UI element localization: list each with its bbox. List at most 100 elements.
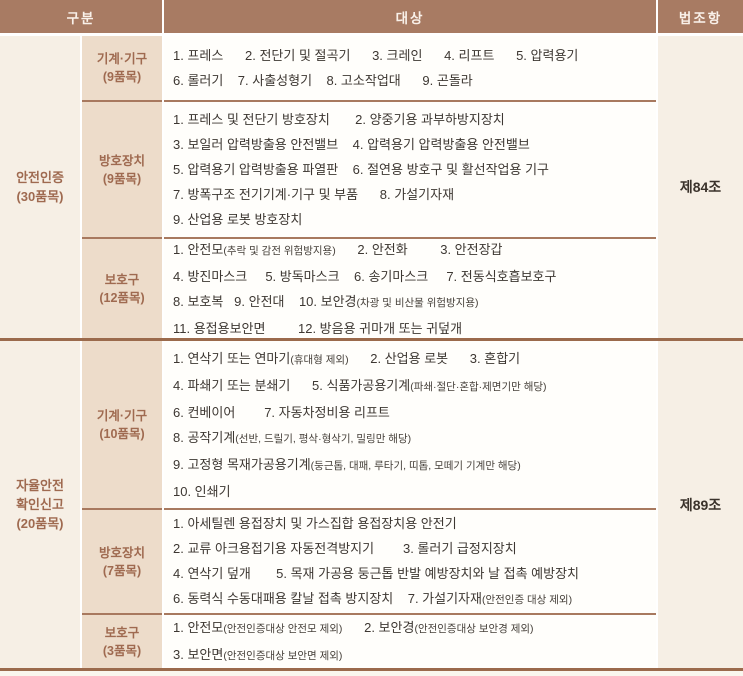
item-text: 10. 인쇄기 (173, 483, 231, 499)
subcategory-label-line: (10품목) (99, 426, 145, 441)
item-text: 9. 산업용 로봇 방호장치 (173, 212, 303, 227)
category-label-line: 확인신고 (16, 497, 64, 512)
item-note-text: (둥근톱, 대패, 루타기, 띠톱, 모떼기 기계만 해당) (310, 459, 521, 472)
item-line: 5. 압력용기 압력방출용 파열판 6. 절연용 방호구 및 활선작업용 기구 (173, 157, 656, 182)
subcategory-cell: 기계·기구 (9품목) (82, 36, 162, 100)
header-gap (0, 33, 743, 36)
subcategory-label-line: 방호장치 (98, 153, 145, 168)
category-label-line: (30품목) (16, 189, 64, 204)
law-article-cell: 제84조 (658, 36, 743, 338)
item-line: 1. 프레스 2. 전단기 및 절곡기 3. 크레인 4. 리프트 5. 압력용… (173, 43, 656, 68)
item-line: 6. 컨베이어 7. 자동차정비용 리프트 (173, 400, 656, 425)
header-law: 법조항 (658, 0, 743, 33)
subcategory-cell: 보호구 (12품목) (82, 237, 162, 338)
section-divider (0, 338, 743, 341)
item-text: 8. 보호복 9. 안전대 10. 보안경 (173, 293, 357, 309)
item-text: 1. 프레스 2. 전단기 및 절곡기 3. 크레인 4. 리프트 5. 압력용… (173, 48, 579, 63)
target-items-cell: 1. 프레스 및 전단기 방호장치 2. 양중기용 과부하방지장치 3. 보일러 … (164, 100, 656, 237)
subcategory-label-line: 기계·기구 (96, 408, 148, 423)
item-note-text: (선반, 드릴기, 평삭·형삭기, 밀링만 해당) (235, 432, 412, 445)
table-body: 안전인증 (30품목) 기계·기구 (9품목) 1. 프레스 2. 전단기 및 절곡기 … (0, 36, 743, 668)
subcategory-label-line: 방호장치 (98, 545, 145, 560)
item-text: 9. 고정형 목재가공용기계 (173, 456, 311, 472)
subcategory-cell: 방호장치 (9품목) (82, 100, 162, 237)
item-note-text: (파쇄·절단·혼합·제면기만 해당) (410, 380, 547, 393)
item-line: 4. 연삭기 덮개 5. 목재 가공용 둥근톱 반발 예방장치와 날 접촉 예방… (173, 561, 656, 586)
item-line: 10. 인쇄기 (173, 479, 656, 504)
subcategory-label-line: (9품목) (102, 171, 142, 186)
item-text: 3. 보안면 (173, 646, 224, 662)
item-line: 4. 파쇄기 또는 분쇄기 5. 식품가공용기계(파쇄·절단·혼합·제면기만 해… (173, 373, 656, 400)
target-items-cell: 1. 프레스 2. 전단기 및 절곡기 3. 크레인 4. 리프트 5. 압력용… (164, 36, 656, 100)
subcategory-label-line: (7품목) (102, 563, 142, 578)
item-line: 11. 용접용보안면 12. 방음용 귀마개 또는 귀덮개 (173, 316, 656, 341)
item-note-text: (안전인증대상 안전모 제외) (223, 622, 343, 635)
item-line: 7. 방폭구조 전기기계·기구 및 부품 8. 가설기자재 (173, 182, 656, 207)
subcategory-cell: 기계·기구 (10품목) (82, 341, 162, 508)
item-text: 6. 컨베이어 7. 자동차정비용 리프트 (173, 404, 390, 420)
item-line: 8. 보호복 9. 안전대 10. 보안경(차광 및 비산물 위험방지용) (173, 289, 656, 316)
item-text: 1. 안전모 (173, 241, 224, 257)
item-line: 9. 산업용 로봇 방호장치 (173, 207, 656, 232)
item-line: 6. 동력식 수동대패용 칼날 접촉 방지장치 7. 가설기자재(안전인증 대상… (173, 586, 656, 613)
item-text: 1. 안전모 (173, 619, 224, 635)
subcategory-cell: 방호장치 (7품목) (82, 508, 162, 613)
target-items-cell: 1. 아세틸렌 용접장치 및 가스집합 용접장치용 안전기 2. 교류 아크용접기… (164, 508, 656, 613)
subcategory-cell: 보호구 (3품목) (82, 613, 162, 668)
subcategory-label-line: (9품목) (102, 70, 142, 84)
item-line: 1. 안전모(안전인증대상 안전모 제외) 2. 보안경(안전인증대상 보안경 … (173, 615, 656, 642)
item-note-text: (안전인증대상 보안면 제외) (223, 649, 343, 662)
item-line: 6. 롤러기 7. 사출성형기 8. 고소작업대 9. 곤돌라 (173, 68, 656, 93)
item-text: 2. 산업용 로봇 3. 혼합기 (348, 350, 521, 366)
table-bottom-border (0, 668, 743, 671)
item-text: 2. 안전화 3. 안전장갑 (335, 241, 503, 257)
law-article-cell: 제89조 (658, 341, 743, 668)
target-items-cell: 1. 안전모(안전인증대상 안전모 제외) 2. 보안경(안전인증대상 보안경 … (164, 613, 656, 668)
target-items-cell: 1. 연삭기 또는 연마기(휴대형 제외) 2. 산업용 로봇 3. 혼합기 4.… (164, 341, 656, 508)
item-text: 4. 파쇄기 또는 분쇄기 5. 식품가공용기계 (173, 377, 411, 393)
item-text: 4. 방진마스크 5. 방독마스크 6. 송기마스크 7. 전동식호흡보호구 (173, 268, 557, 284)
item-line: 9. 고정형 목재가공용기계(둥근톱, 대패, 루타기, 띠톱, 모떼기 기계만… (173, 452, 656, 479)
item-text: 6. 동력식 수동대패용 칼날 접촉 방지장치 7. 가설기자재 (173, 590, 482, 606)
header-target: 대상 (164, 0, 656, 33)
item-note-text: (차광 및 비산물 위험방지용) (356, 296, 479, 309)
table-header-row: 구분 대상 법조항 (0, 0, 743, 33)
item-text: 1. 연삭기 또는 연마기 (173, 350, 291, 366)
item-text: 2. 보안경 (342, 619, 415, 635)
header-category: 구분 (0, 0, 162, 33)
category-cell: 안전인증 (30품목) (0, 36, 80, 338)
subcategory-label-line: (12품목) (99, 290, 145, 305)
item-line: 2. 교류 아크용접기용 자동전격방지기 3. 롤러기 급정지장치 (173, 536, 656, 561)
item-line: 1. 연삭기 또는 연마기(휴대형 제외) 2. 산업용 로봇 3. 혼합기 (173, 346, 656, 373)
item-note-text: (안전인증대상 보안경 제외) (414, 622, 534, 635)
item-note-text: (추락 및 감전 위험방지용) (223, 244, 336, 257)
item-line: 1. 아세틸렌 용접장치 및 가스집합 용접장치용 안전기 (173, 511, 656, 536)
item-line: 1. 프레스 및 전단기 방호장치 2. 양중기용 과부하방지장치 (173, 107, 656, 132)
item-text: 6. 롤러기 7. 사출성형기 8. 고소작업대 9. 곤돌라 (173, 73, 473, 88)
item-line: 1. 안전모(추락 및 감전 위험방지용) 2. 안전화 3. 안전장갑 (173, 237, 656, 264)
item-text: 1. 프레스 및 전단기 방호장치 2. 양중기용 과부하방지장치 (173, 112, 505, 127)
item-line: 3. 보일러 압력방출용 안전밸브 4. 압력용기 압력방출용 안전밸브 (173, 132, 656, 157)
item-text: 11. 용접용보안면 12. 방음용 귀마개 또는 귀덮개 (173, 320, 463, 336)
item-line: 3. 보안면(안전인증대상 보안면 제외) (173, 642, 656, 669)
item-text: 8. 공작기계 (173, 429, 236, 445)
subcategory-label-line: 보호구 (104, 625, 140, 640)
item-text: 3. 보일러 압력방출용 안전밸브 4. 압력용기 압력방출용 안전밸브 (173, 137, 530, 152)
subcategory-label-line: 보호구 (104, 272, 140, 287)
subcategory-label-line: (3품목) (102, 643, 142, 658)
item-note-text: (안전인증 대상 제외) (481, 593, 573, 606)
item-text: 2. 교류 아크용접기용 자동전격방지기 3. 롤러기 급정지장치 (173, 540, 517, 556)
category-label-line: 안전인증 (16, 170, 64, 185)
item-line: 4. 방진마스크 5. 방독마스크 6. 송기마스크 7. 전동식호흡보호구 (173, 264, 656, 289)
category-label-line: 자율안전 (16, 478, 64, 493)
target-items-cell: 1. 안전모(추락 및 감전 위험방지용) 2. 안전화 3. 안전장갑 4. 방… (164, 237, 656, 338)
item-note-text: (휴대형 제외) (290, 353, 349, 366)
category-label-line: (20품목) (16, 516, 64, 531)
subcategory-label-line: 기계·기구 (96, 52, 148, 66)
table-section: 안전인증 (30품목) 기계·기구 (9품목) 1. 프레스 2. 전단기 및 절곡기 … (0, 36, 743, 338)
item-text: 4. 연삭기 덮개 5. 목재 가공용 둥근톱 반발 예방장치와 날 접촉 예방… (173, 565, 580, 581)
item-text: 5. 압력용기 압력방출용 파열판 6. 절연용 방호구 및 활선작업용 기구 (173, 162, 549, 177)
